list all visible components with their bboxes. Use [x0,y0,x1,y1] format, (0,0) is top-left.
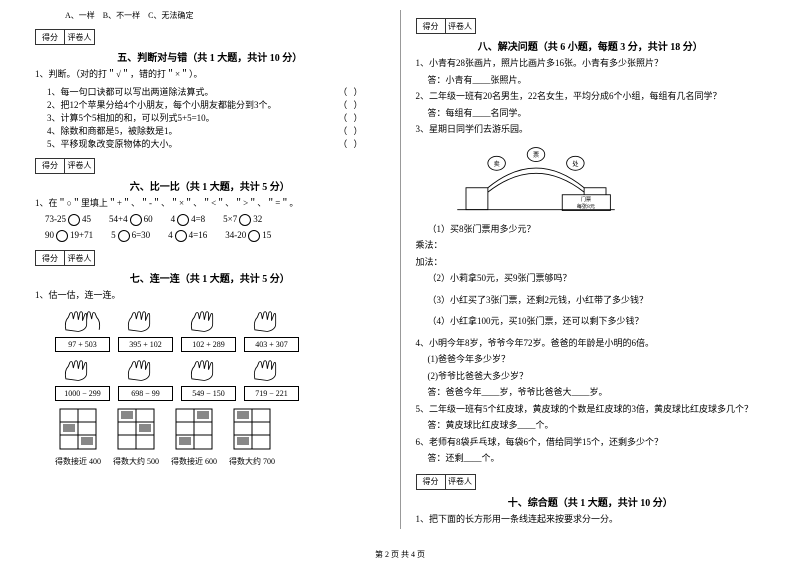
grader-label: 评卷人 [65,158,95,174]
opt-b: B、不一样 [103,11,140,20]
s5-q3: 3、计算5个5相加的和，可以列式5+5=10。（ ） [47,111,385,124]
s5-q5: 5、平移现象改变原物体的大小。（ ） [47,137,385,150]
s8-q1: 1、小青有28张画片，照片比画片多16张。小青有多少张照片？ [416,57,766,71]
s10-q1: 1、把下面的长方形用一条线连起来按要求分一分。 [416,513,766,527]
s8-mul: 乘法： [416,239,766,253]
s8-sub1: （1）买8张门票用多少元？ [416,223,766,237]
score-box-10: 得分 评卷人 [416,474,766,490]
section-8-title: 八、解决问题（共 6 小题，每题 3 分，共计 18 分） [416,38,766,53]
s5-q1: 1、每一句口诀都可以写出两道除法算式。（ ） [47,85,385,98]
page-footer: 第 2 页 共 4 页 [0,549,800,560]
cabinet-icon [116,407,156,452]
cabinet-icon [232,407,272,452]
score-label: 得分 [35,158,65,174]
s8-sub3: （3）小红买了3张门票，还剩2元钱，小红带了多少钱？ [416,294,766,308]
s7-lead: 1、估一估，连一连。 [35,289,385,303]
s8-q3: 3、星期日同学们去游乐园。 [416,123,766,137]
arch-diagram: 卖 票 处 门票 每张8元 [446,144,626,214]
score-label: 得分 [35,250,65,266]
options-row: A、一样 B、不一样 C、无法确定 [35,10,385,21]
section-10-title: 十、综合题（共 1 大题，共计 10 分） [416,494,766,509]
score-box-6: 得分 评卷人 [35,158,385,174]
section-7-title: 七、连一连（共 1 大题，共计 5 分） [35,270,385,285]
s8-q6: 6、老师有8袋乒乓球，每袋6个，借给同学15个，还剩多少个？ [416,436,766,450]
score-box-5: 得分 评卷人 [35,29,385,45]
s8-a6: 答：还剩____个。 [416,452,766,466]
opt-a: A、一样 [65,11,95,20]
hand-icon [123,309,168,334]
cabinet-row: 得数接近 400 得数大约 500 得数接近 600 得数大约 700 [35,407,385,467]
s8-a5: 答：黄皮球比红皮球多____个。 [416,419,766,433]
s6-row1: 73-2545 54+460 44=8 5×732 [35,214,385,226]
s8-a2: 答：每组有____名同学。 [416,107,766,121]
cabinet-icon [58,407,98,452]
s8-a1: 答：小青有____张照片。 [416,74,766,88]
hand-icon [249,309,294,334]
hand-icon [123,358,168,383]
hands-row-2: 1000 − 299 698 − 99 549 − 150 719 − 221 [35,358,385,401]
s8-q4b: (2)爷爷比爸爸大多少岁？ [416,370,766,384]
s5-q2: 2、把12个苹果分给4个小朋友，每个小朋友都能分到3个。（ ） [47,98,385,111]
s8-q2: 2、二年级一班有20名男生，22名女生，平均分成6个小组，每组有几名同学？ [416,90,766,104]
score-box-8: 得分 评卷人 [416,18,766,34]
score-box-7: 得分 评卷人 [35,250,385,266]
hand-icon [186,358,231,383]
svg-text:票: 票 [532,152,538,159]
s8-q4: 4、小明今年8岁，爷爷今年72岁。爸爸的年龄是小明的6倍。 [416,337,766,351]
hand-icon [60,309,105,334]
s6-lead: 1、在＂○＂里填上＂+＂、＂-＂、＂×＂、＂<＂、＂>＂、＂=＂。 [35,197,385,211]
section-6-title: 六、比一比（共 1 大题，共计 5 分） [35,178,385,193]
s8-a4: 答：爸爸今年____岁，爷爷比爸爸大____岁。 [416,386,766,400]
hand-icon [249,358,294,383]
grader-label: 评卷人 [65,29,95,45]
s8-q4a: (1)爸爸今年多少岁？ [416,353,766,367]
score-label: 得分 [416,474,446,490]
s8-sub2: （2）小莉拿50元，买9张门票够吗？ [416,272,766,286]
s6-row2: 9019+71 56=30 44=16 34-2015 [35,230,385,242]
svg-text:每张8元: 每张8元 [576,201,595,209]
score-label: 得分 [35,29,65,45]
grader-label: 评卷人 [446,474,476,490]
s8-add: 加法： [416,256,766,270]
svg-text:卖: 卖 [493,159,499,167]
svg-text:门票: 门票 [580,194,591,202]
s5-lead: 1、判断。（对的打＂√＂，错的打＂×＂）。 [35,68,385,82]
opt-c: C、无法确定 [148,11,193,20]
s8-sub4: （4）小红拿100元，买10张门票，还可以剩下多少钱？ [416,315,766,329]
section-5-title: 五、判断对与错（共 1 大题，共计 10 分） [35,49,385,64]
grader-label: 评卷人 [446,18,476,34]
hand-icon [186,309,231,334]
svg-text:处: 处 [572,159,578,167]
cabinet-icon [174,407,214,452]
s8-q5: 5、二年级一班有5个红皮球，黄皮球的个数是红皮球的3倍，黄皮球比红皮球多几个？ [416,403,766,417]
score-label: 得分 [416,18,446,34]
hands-row-1: 97 + 503 395 + 102 102 + 289 403 + 307 [35,309,385,352]
hand-icon [60,358,105,383]
grader-label: 评卷人 [65,250,95,266]
s5-q4: 4、除数和商都是5，被除数是1。（ ） [47,124,385,137]
